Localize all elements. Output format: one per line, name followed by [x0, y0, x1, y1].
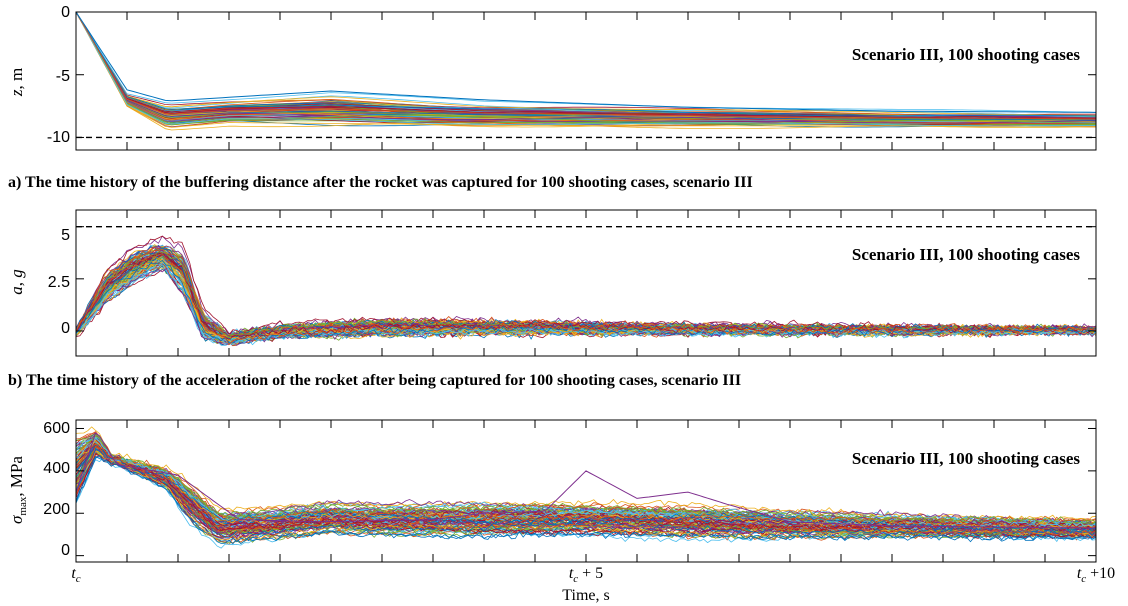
panel-a-series-line-92	[75, 11, 1097, 121]
panel-c-series-line-67	[75, 449, 1097, 539]
panel-b: 0 2.5 5 a, g Scenario III, 100 shooting …	[7, 209, 1097, 389]
panel-b-ytick-label-2: 5	[61, 227, 70, 244]
panel-c-ytick-label-1: 200	[43, 501, 70, 518]
panel-c-xlabel: Time, s	[562, 587, 609, 604]
panel-a-series-line-100	[75, 11, 1097, 120]
panel-b-series-line-96	[75, 251, 1097, 339]
panel-a-lines	[75, 11, 1097, 131]
panel-a-series-line-16	[75, 11, 1097, 118]
panel-a: 0 -5 -10 z, m Scenario III, 100 shooting…	[7, 4, 1097, 191]
panel-c-ytick-label-2: 400	[43, 460, 70, 477]
panel-a-series-line-83	[75, 11, 1096, 124]
panel-a-series-line-62	[75, 11, 1097, 118]
panel-a-series-line-96	[75, 11, 1097, 125]
panel-c-lines	[75, 426, 1097, 549]
panel-c-series-line-78	[75, 455, 1097, 545]
panel-a-ytick-label-1: -5	[56, 68, 70, 85]
panel-b-series-line-98	[75, 254, 1097, 340]
panel-c-series-line-92	[75, 448, 1097, 538]
panel-c-series-line-86	[75, 431, 1097, 524]
panel-b-caption: b) The time history of the acceleration …	[8, 372, 741, 389]
panel-c-series-line-100	[75, 443, 1097, 531]
panel-a-caption: a) The time history of the buffering dis…	[8, 174, 753, 191]
panel-c-series-line-80	[75, 426, 1097, 521]
panel-a-series-line-99	[75, 11, 1097, 117]
panel-c-xtick-label-0: tc	[71, 565, 80, 585]
panel-b-series-line-86	[75, 246, 1097, 338]
panel-a-annotation: Scenario III, 100 shooting cases	[852, 45, 1080, 64]
panel-a-ticks	[75, 11, 1097, 150]
panel-a-series-line-97	[75, 11, 1096, 127]
panel-a-series-line-5	[75, 11, 1096, 118]
panel-b-ytick-label-1: 2.5	[48, 274, 70, 291]
panel-c-ytick-label-0: 0	[61, 542, 70, 559]
panel-b-ytick-label-0: 0	[61, 320, 70, 337]
panel-a-series-line-98	[75, 11, 1097, 120]
panel-a-series-line-75	[75, 11, 1096, 126]
panel-a-series-line-10	[75, 11, 1097, 117]
panel-c-series-line-99	[75, 444, 1097, 532]
panel-b-lines	[75, 235, 1097, 347]
panel-b-annotation: Scenario III, 100 shooting cases	[852, 245, 1080, 264]
panel-c: 0 200 400 600 σmax, MPa Scenario III, 10…	[7, 419, 1115, 604]
panel-b-axes-box	[75, 209, 1097, 357]
panel-a-ytick-label-0: 0	[61, 4, 70, 21]
panel-b-ticks	[75, 210, 1097, 356]
panel-a-outlier-line	[75, 11, 1097, 113]
panel-c-axes-box	[75, 419, 1097, 563]
panel-a-ylabel: z, m	[7, 68, 26, 97]
panel-a-ytick-label-2: -10	[47, 129, 70, 146]
panel-b-series-line-100	[75, 253, 1097, 346]
panel-c-xtick-label-1: tc + 5	[569, 565, 603, 585]
panel-b-series-line-94	[75, 261, 1097, 341]
panel-c-ytick-label-3: 600	[43, 420, 70, 437]
panel-a-series-line-31	[75, 11, 1097, 117]
panel-c-series-line-93	[75, 445, 1097, 536]
panel-c-ylabel: σmax, MPa	[7, 456, 29, 524]
panel-a-series-line-94	[75, 11, 1097, 128]
panel-c-xtick-label-2: tc +10	[1077, 565, 1115, 585]
panel-a-series-line-40	[75, 11, 1096, 118]
panel-b-series-line-91	[75, 251, 1097, 339]
panel-c-series-line-98	[75, 444, 1097, 532]
panel-a-axes-box	[75, 11, 1097, 151]
panel-a-series-line-37	[75, 11, 1097, 118]
panel-c-outlier-line	[75, 432, 1097, 529]
panel-b-ylabel: a, g	[7, 269, 26, 295]
panel-a-series-line-95	[75, 11, 1096, 124]
panel-c-annotation: Scenario III, 100 shooting cases	[852, 449, 1080, 468]
